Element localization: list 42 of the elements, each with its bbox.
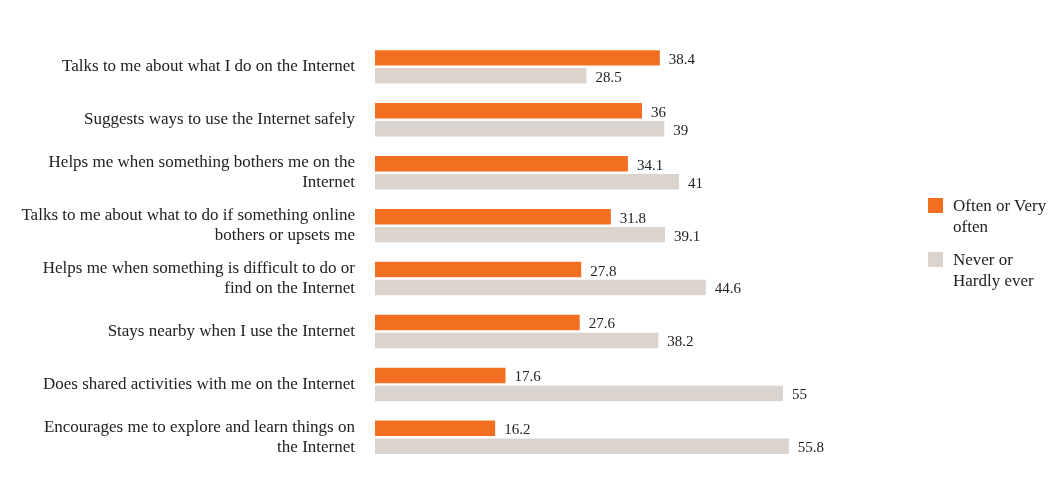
bar: [375, 438, 789, 455]
legend-label: Never or Hardly ever: [953, 249, 1035, 291]
y-tick-label: Helps me when something bothers me on the Internet: [48, 151, 356, 192]
data-label: 34.1: [636, 156, 664, 173]
data-label: 17.6: [514, 368, 542, 385]
bar: [375, 279, 706, 296]
bar: [375, 50, 660, 66]
legend-label: Often or Very often: [953, 195, 1048, 237]
y-tick-label: Talks to me about what to do if something online bothers or upsets me: [21, 204, 355, 245]
bar: [375, 261, 582, 278]
data-label: 28.5: [595, 68, 622, 85]
bar: [375, 155, 628, 172]
data-label: 55.8: [797, 439, 825, 456]
data-label: 44.6: [714, 280, 742, 297]
bar: [375, 420, 496, 437]
y-tick-label: Stays nearby when I use the Internet: [107, 320, 356, 340]
y-tick-label: Talks to me about what I do on the Internet: [62, 56, 356, 76]
bar: [375, 121, 665, 137]
bar: [375, 173, 680, 190]
data-label: 55: [791, 386, 807, 403]
y-tick-label: Helps me when something is difficult to do or find on the Internet: [42, 257, 356, 298]
bar: [375, 385, 783, 402]
data-label: 27.6: [588, 315, 616, 332]
data-label: 16.2: [504, 421, 531, 438]
bar: [375, 208, 611, 225]
bar: [375, 226, 665, 243]
y-tick-label: Does shared activities with me on the Internet: [42, 373, 356, 393]
data-label: 27.8: [590, 262, 617, 279]
data-label: 41: [688, 174, 704, 191]
y-tick-label: Suggests ways to use the Internet safely: [84, 109, 356, 129]
data-label: 38.4: [668, 50, 696, 67]
bar: [375, 103, 642, 119]
bar: [375, 367, 506, 384]
bar: [375, 68, 587, 84]
data-label: 39: [673, 121, 689, 138]
bar: [375, 332, 659, 349]
data-label: 36: [651, 103, 667, 120]
data-label: 31.8: [619, 209, 647, 226]
data-label: 38.2: [667, 333, 694, 350]
data-label: 39.1: [673, 227, 701, 244]
y-tick-label: Encourages me to explore and learn things on the Internet: [43, 416, 356, 457]
bar: [375, 314, 580, 331]
